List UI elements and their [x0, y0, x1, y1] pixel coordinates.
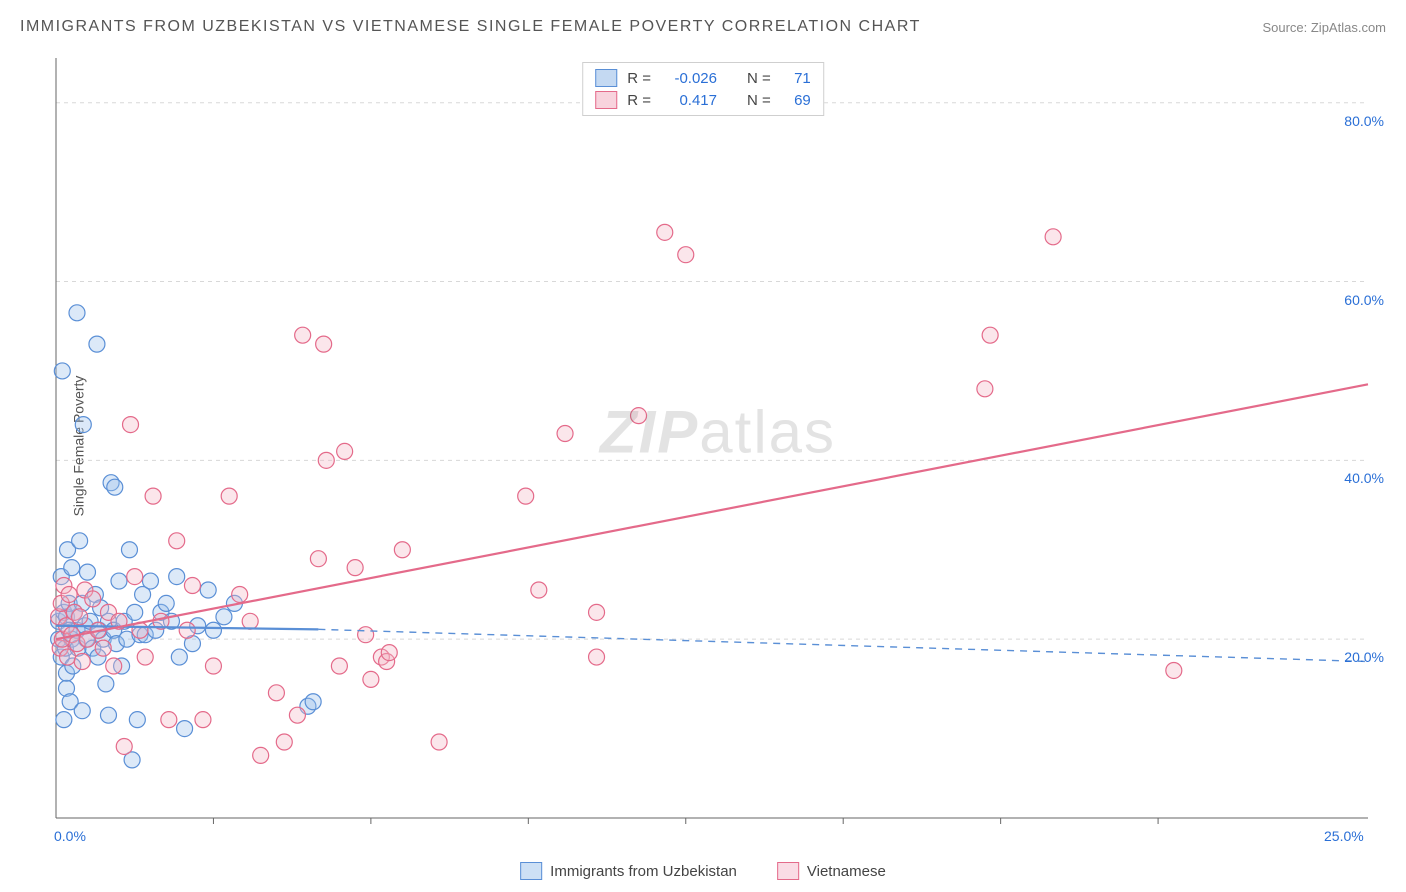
series-legend-label: Immigrants from Uzbekistan: [550, 863, 737, 880]
scatter-plot: [48, 58, 1388, 838]
y-tick-label: 60.0%: [1344, 292, 1384, 308]
x-tick-label: 25.0%: [1324, 828, 1364, 844]
y-tick-label: 20.0%: [1344, 649, 1384, 665]
legend-r-label: R =: [627, 92, 651, 109]
legend-row: R = -0.026 N = 71: [595, 67, 811, 89]
legend-n-value: 69: [781, 92, 811, 109]
series-legend-item: Immigrants from Uzbekistan: [520, 862, 737, 880]
series-legend-label: Vietnamese: [807, 863, 886, 880]
x-tick-label: 0.0%: [54, 828, 86, 844]
legend-swatch: [777, 862, 799, 880]
legend-n-label: N =: [747, 70, 771, 87]
legend-r-value: -0.026: [661, 70, 717, 87]
legend-swatch: [520, 862, 542, 880]
chart-area: ZIPatlas 20.0%40.0%60.0%80.0% 0.0%25.0%: [48, 58, 1388, 838]
legend-swatch: [595, 91, 617, 109]
chart-title: IMMIGRANTS FROM UZBEKISTAN VS VIETNAMESE…: [20, 18, 921, 36]
source-attribution: Source: ZipAtlas.com: [1262, 20, 1386, 35]
correlation-legend: R = -0.026 N = 71 R = 0.417 N = 69: [582, 62, 824, 116]
legend-n-label: N =: [747, 92, 771, 109]
series-legend-item: Vietnamese: [777, 862, 886, 880]
legend-r-value: 0.417: [661, 92, 717, 109]
y-tick-label: 40.0%: [1344, 470, 1384, 486]
legend-r-label: R =: [627, 70, 651, 87]
legend-swatch: [595, 69, 617, 87]
legend-row: R = 0.417 N = 69: [595, 89, 811, 111]
legend-n-value: 71: [781, 70, 811, 87]
series-legend: Immigrants from Uzbekistan Vietnamese: [520, 862, 886, 880]
y-tick-label: 80.0%: [1344, 113, 1384, 129]
